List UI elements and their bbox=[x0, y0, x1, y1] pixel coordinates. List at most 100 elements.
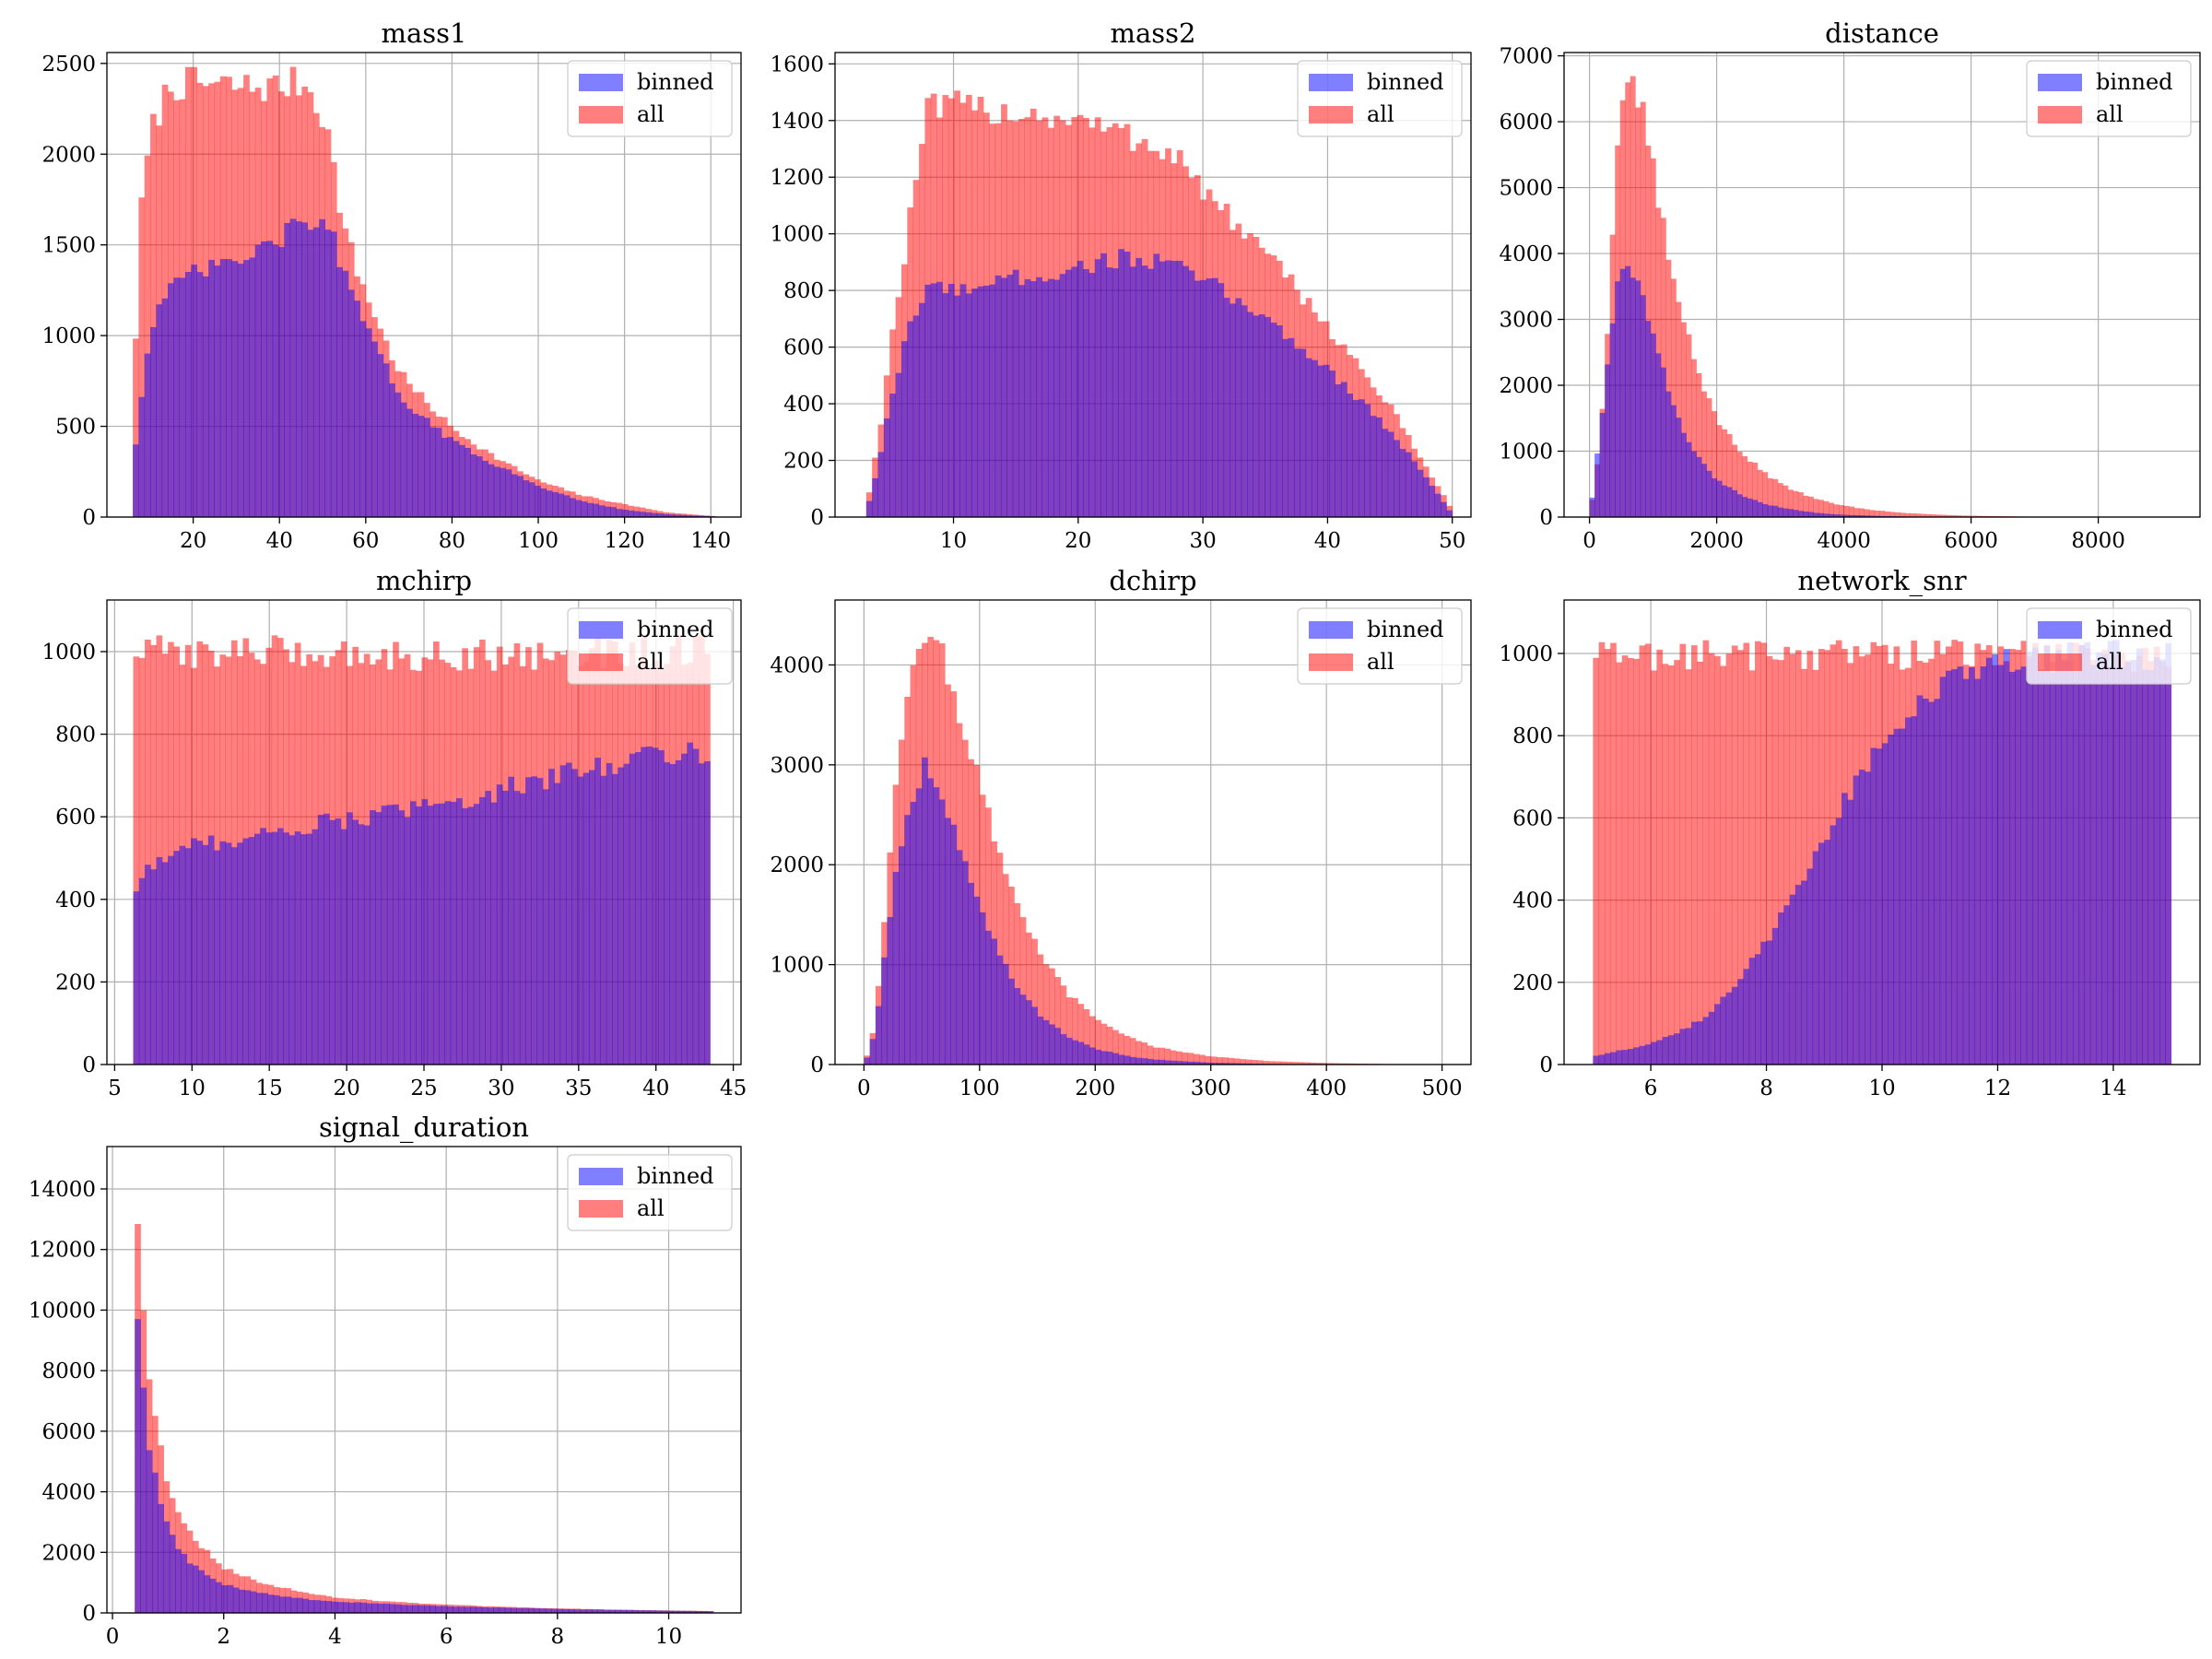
bar-binned bbox=[163, 1521, 171, 1613]
y-tick-label: 400 bbox=[55, 888, 96, 912]
bar-binned bbox=[954, 295, 960, 517]
bar-all bbox=[1806, 651, 1814, 1065]
bar-binned bbox=[910, 801, 917, 1065]
bar-binned bbox=[629, 753, 636, 1065]
bar-binned bbox=[152, 1472, 159, 1613]
bar-binned bbox=[2130, 660, 2137, 1065]
bar-binned bbox=[209, 1578, 217, 1613]
bar-binned bbox=[1083, 268, 1089, 517]
y-tick-label: 12000 bbox=[29, 1239, 96, 1263]
bar-binned bbox=[1797, 511, 1804, 517]
bar-binned bbox=[237, 842, 243, 1065]
bar-binned bbox=[701, 1611, 708, 1613]
bar-binned bbox=[675, 759, 682, 1065]
bar-all bbox=[1274, 1061, 1281, 1065]
bar-binned bbox=[1778, 912, 1784, 1065]
bar-binned bbox=[1071, 266, 1078, 517]
bar-binned bbox=[1118, 1054, 1125, 1065]
bar-binned bbox=[569, 498, 576, 517]
bar-all bbox=[1674, 660, 1680, 1065]
bar-binned bbox=[289, 218, 297, 517]
bar-all bbox=[1691, 359, 1697, 517]
bar-binned bbox=[465, 447, 471, 517]
bar-binned bbox=[1112, 268, 1119, 517]
bar-all bbox=[1651, 670, 1657, 1065]
bar-binned bbox=[666, 1610, 674, 1613]
bar-all bbox=[1164, 1048, 1171, 1065]
bar-binned bbox=[1187, 1061, 1194, 1065]
bar-all bbox=[1920, 513, 1926, 517]
bar-all bbox=[1818, 500, 1824, 517]
x-tick-label: 10 bbox=[940, 529, 967, 553]
bar-binned bbox=[895, 372, 902, 517]
bar-binned bbox=[366, 1603, 372, 1613]
bar-binned bbox=[1594, 453, 1601, 517]
bar-all bbox=[1112, 1030, 1119, 1065]
bar-binned bbox=[1824, 840, 1830, 1065]
bar-binned bbox=[416, 806, 422, 1065]
bar-binned bbox=[1054, 1028, 1062, 1065]
bar-all bbox=[1708, 653, 1715, 1065]
bar-binned bbox=[565, 762, 572, 1065]
bar-binned bbox=[1706, 470, 1712, 517]
bar-all bbox=[1598, 641, 1606, 1065]
bar-binned bbox=[377, 354, 384, 517]
y-tick-label: 1000 bbox=[770, 223, 824, 247]
bar-binned bbox=[1135, 1057, 1142, 1065]
bar-all bbox=[138, 657, 146, 1065]
bar-binned bbox=[1210, 1063, 1218, 1065]
bar-binned bbox=[1604, 1053, 1611, 1065]
bar-binned bbox=[552, 491, 559, 517]
bar-binned bbox=[661, 1610, 668, 1613]
bar-binned bbox=[681, 753, 688, 1065]
bar-binned bbox=[1599, 413, 1606, 517]
bar-binned bbox=[1803, 511, 1809, 517]
legend-swatch-all bbox=[2038, 106, 2082, 124]
bar-binned bbox=[1939, 677, 1947, 1065]
bar-binned bbox=[1708, 1011, 1715, 1065]
bar-all bbox=[1736, 452, 1743, 517]
bar-all bbox=[1633, 658, 1640, 1065]
bar-binned bbox=[243, 260, 250, 517]
bar-all bbox=[1869, 510, 1876, 517]
bar-binned bbox=[1417, 469, 1424, 517]
x-tick-label: 0 bbox=[106, 1625, 120, 1649]
y-tick-label: 600 bbox=[783, 336, 824, 360]
bar-binned bbox=[1934, 699, 1941, 1065]
x-tick-label: 14 bbox=[2100, 1077, 2126, 1100]
bar-binned bbox=[1697, 1021, 1703, 1065]
bar-all bbox=[1616, 662, 1623, 1065]
bar-binned bbox=[883, 418, 890, 517]
bar-binned bbox=[313, 1600, 321, 1613]
x-tick-label: 140 bbox=[690, 529, 731, 553]
bar-binned bbox=[1317, 365, 1324, 517]
x-tick-label: 6000 bbox=[1944, 529, 1998, 553]
bar-binned bbox=[516, 1607, 524, 1613]
bar-all bbox=[1199, 1054, 1206, 1065]
bar-binned bbox=[1789, 894, 1796, 1065]
bar-binned bbox=[406, 408, 413, 517]
y-tick-label: 2000 bbox=[41, 143, 96, 167]
series-binned bbox=[133, 742, 711, 1065]
bar-binned bbox=[959, 284, 967, 517]
bar-all bbox=[1849, 506, 1855, 517]
bar-all bbox=[1884, 511, 1890, 517]
x-tick-label: 8 bbox=[551, 1625, 565, 1649]
bar-all bbox=[1222, 1057, 1229, 1065]
bar-binned bbox=[284, 222, 291, 517]
bar-binned bbox=[511, 1607, 517, 1613]
bar-all bbox=[1732, 444, 1738, 517]
bar-binned bbox=[697, 515, 704, 517]
axes-frame bbox=[106, 52, 742, 518]
bar-binned bbox=[558, 493, 565, 517]
y-tick-label: 400 bbox=[783, 393, 824, 417]
bar-binned bbox=[672, 1610, 679, 1613]
bar-all bbox=[1124, 1036, 1131, 1065]
y-tick-label: 0 bbox=[82, 506, 96, 530]
bar-binned bbox=[899, 846, 905, 1065]
bar-binned bbox=[394, 392, 402, 517]
y-tick-label: 3000 bbox=[770, 754, 824, 778]
legend-label-binned: binned bbox=[637, 69, 714, 95]
bar-all bbox=[1725, 653, 1733, 1065]
bar-binned bbox=[493, 1607, 500, 1613]
